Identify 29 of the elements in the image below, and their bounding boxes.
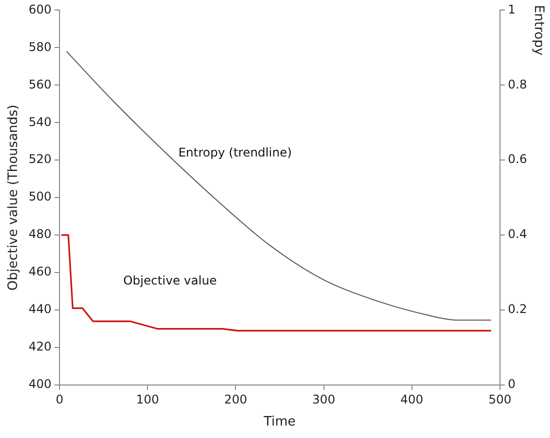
text: Objective value xyxy=(123,273,217,288)
y-tick-label: 520 xyxy=(28,152,52,166)
y-tick-label: 600 xyxy=(28,2,52,16)
y-tick-label: 480 xyxy=(28,227,52,242)
series-label: Entropy (trendline) xyxy=(178,146,292,160)
y-tick-label: 580 xyxy=(28,40,52,54)
y2-tick-label: 0.2 xyxy=(508,302,528,316)
y-tick-label: 400 xyxy=(28,377,52,392)
y-tick-label: 500 xyxy=(28,190,52,204)
x-tick-label: 500 xyxy=(488,392,512,406)
y2-tick-label: 0 xyxy=(508,377,516,392)
y2-tick-label: 0.6 xyxy=(508,152,528,166)
x-tick-label: 300 xyxy=(312,392,336,406)
x-tick-label: 100 xyxy=(136,392,160,406)
x-tick-label: 400 xyxy=(400,392,424,406)
line-series xyxy=(66,50,492,321)
y-tick-label: 420 xyxy=(28,340,52,354)
x-axis-title: Time xyxy=(262,414,296,430)
y-tick-label: 540 xyxy=(28,114,52,129)
y-tick-label: 440 xyxy=(28,302,52,316)
y-axis-title: Objective value (Thousands) xyxy=(6,104,22,291)
y2-tick-label: 0.4 xyxy=(508,227,528,242)
x-tick-label: 200 xyxy=(224,392,248,406)
x-tick-label: 0 xyxy=(56,392,64,406)
y-tick-label: 460 xyxy=(28,264,52,279)
y2-axis-title: Entropy xyxy=(531,4,546,56)
y2-tick-label: 0.8 xyxy=(508,77,528,92)
y-tick-label: 560 xyxy=(28,77,52,92)
y2-tick-label: 1 xyxy=(508,2,516,16)
